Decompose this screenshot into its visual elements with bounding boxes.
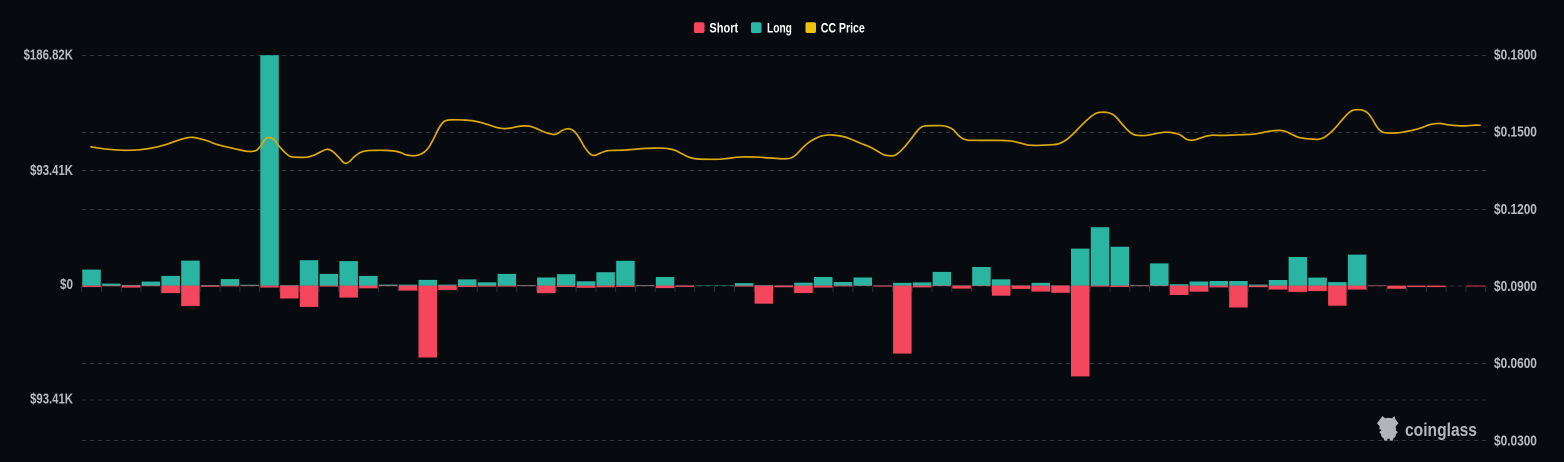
svg-text:$0.1800: $0.1800 bbox=[1494, 48, 1537, 64]
svg-text:$0: $0 bbox=[60, 277, 73, 293]
svg-text:Short: Short bbox=[709, 20, 738, 36]
svg-text:$0.1500: $0.1500 bbox=[1494, 125, 1537, 141]
svg-text:CC Price: CC Price bbox=[821, 20, 865, 36]
svg-text:$0.0900: $0.0900 bbox=[1494, 279, 1537, 295]
svg-text:$0.1200: $0.1200 bbox=[1494, 202, 1537, 218]
svg-text:$0.0600: $0.0600 bbox=[1494, 356, 1537, 372]
svg-text:$0.0300: $0.0300 bbox=[1494, 433, 1537, 449]
svg-text:$93.41K: $93.41K bbox=[30, 163, 73, 179]
svg-text:Long: Long bbox=[767, 20, 792, 36]
svg-text:coinglass: coinglass bbox=[1405, 420, 1477, 440]
svg-text:$186.82K: $186.82K bbox=[24, 48, 74, 64]
svg-text:$93.41K: $93.41K bbox=[30, 392, 73, 408]
